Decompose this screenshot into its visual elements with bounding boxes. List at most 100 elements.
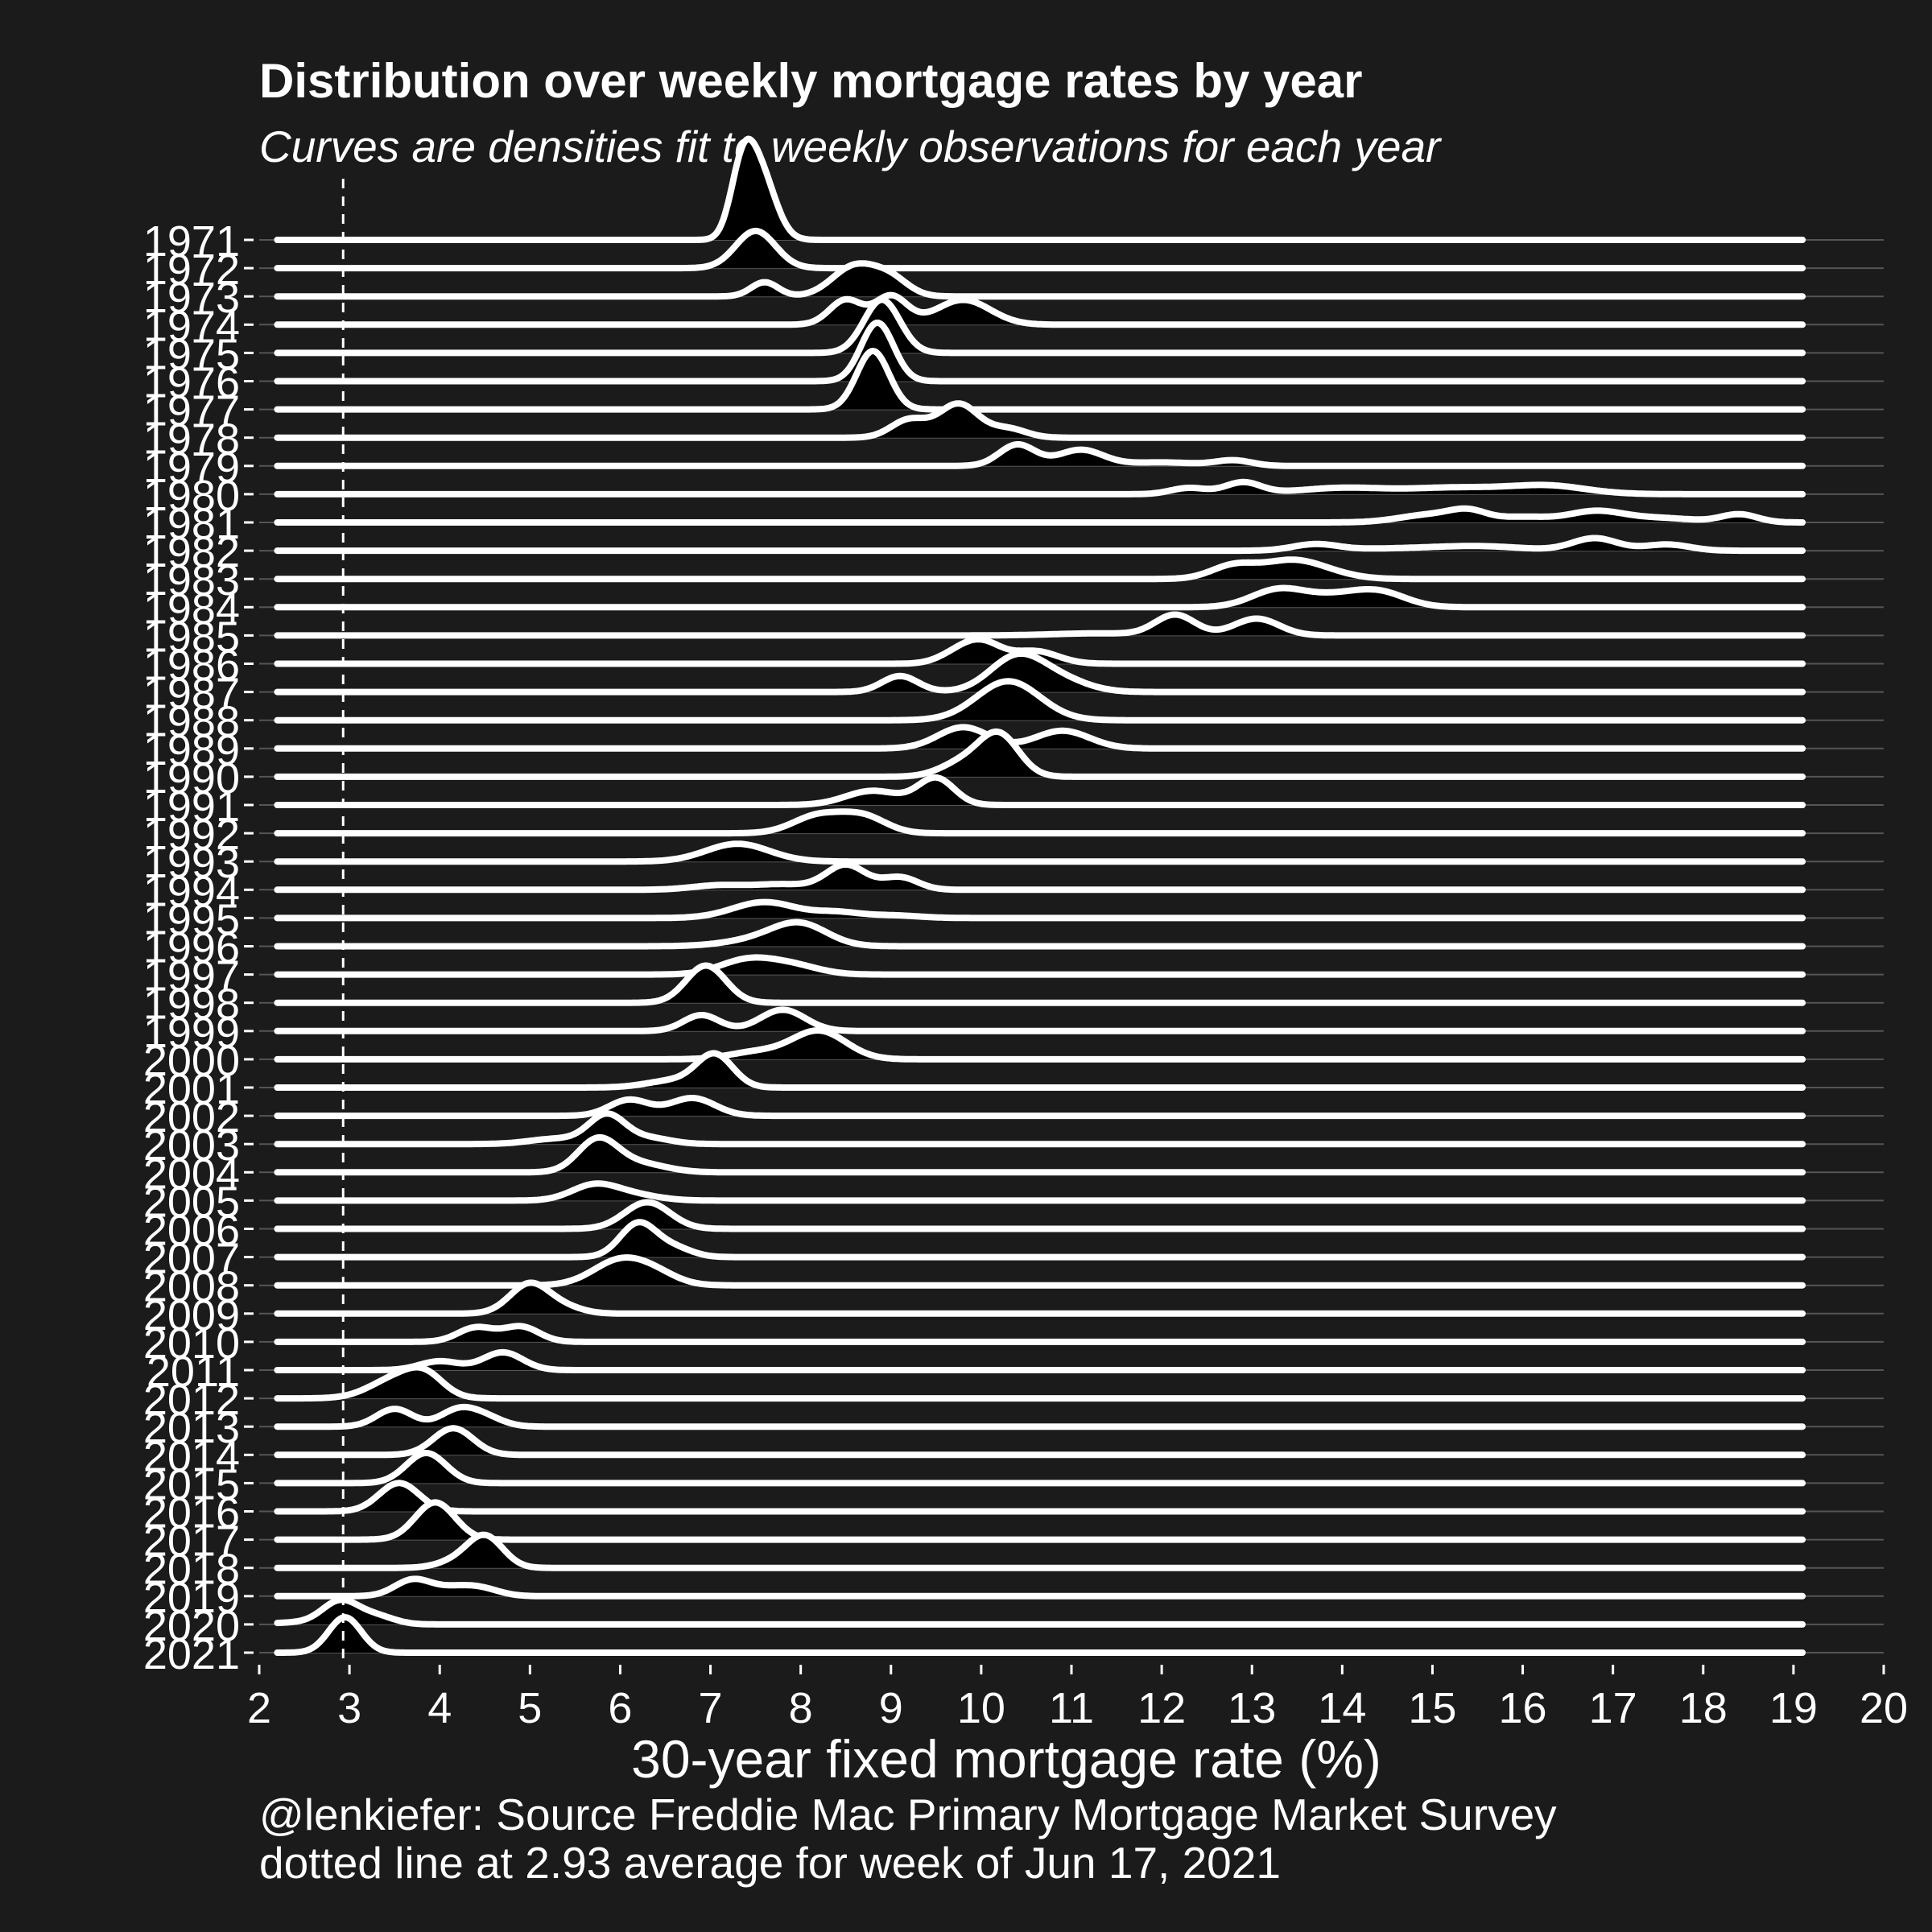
ridge-line-1976 (274, 320, 1806, 385)
ridge-line-2003 (274, 1110, 1806, 1148)
ridge-line-1986 (274, 636, 1806, 667)
ridge-fill-1996 (277, 922, 1803, 947)
year-label-1997: 1997 (143, 952, 240, 1001)
year-label-1989: 1989 (143, 726, 240, 774)
x-tick-label-9: 9 (879, 1684, 903, 1732)
year-label-1984: 1984 (143, 584, 240, 633)
x-tick-label-15: 15 (1408, 1684, 1456, 1732)
ridge-line-1977 (274, 348, 1806, 413)
year-label-1994: 1994 (143, 867, 240, 915)
ridge-line-1983 (274, 556, 1806, 583)
ridge-fill-1994 (277, 864, 1803, 890)
ridge-line-2001 (274, 1050, 1806, 1091)
caption-note: dotted line at 2.93 average for week of … (259, 1838, 1281, 1888)
x-axis-title: 30-year fixed mortgage rate (%) (631, 1729, 1381, 1789)
ridge-line-1972 (274, 227, 1806, 272)
ridge-fill-2016 (277, 1483, 1803, 1512)
ridge-fill-2013 (277, 1406, 1803, 1427)
ridge-line-2011 (274, 1348, 1806, 1373)
x-tick-label-14: 14 (1318, 1684, 1366, 1732)
year-label-1978: 1978 (143, 415, 240, 464)
ridge-fill-1992 (277, 811, 1803, 834)
ridge-line-1984 (274, 584, 1806, 611)
ridge-line-1988 (274, 678, 1806, 724)
x-tick-label-18: 18 (1679, 1684, 1728, 1732)
x-tick-label-16: 16 (1499, 1684, 1547, 1732)
ridge-fill-2005 (277, 1183, 1803, 1201)
x-axis: 2 3 4 5 6 7 8 9 10 11 12 13 14 15 16 17 18 19 20 (247, 1665, 1908, 1732)
year-label-1991: 1991 (143, 782, 240, 831)
ridge-line-1998 (274, 962, 1806, 1006)
x-tick-label-6: 6 (608, 1684, 632, 1732)
ridge-line-2007 (274, 1219, 1806, 1261)
ridge-line-2013 (274, 1403, 1806, 1430)
year-label-2012: 2012 (143, 1376, 240, 1424)
year-label-2021: 2021 (143, 1630, 240, 1678)
year-label-2011: 2011 (147, 1348, 240, 1396)
year-label-1986: 1986 (143, 642, 240, 690)
ridge-line-1971 (274, 135, 1806, 243)
year-label-1992: 1992 (143, 811, 240, 859)
ridge-line-1992 (274, 808, 1806, 837)
ridge-fill-1991 (277, 777, 1803, 805)
ridge-line-2008 (274, 1254, 1806, 1289)
x-tick-label-12: 12 (1137, 1684, 1186, 1732)
year-label-1982: 1982 (143, 528, 240, 576)
ridge-line-2004 (274, 1133, 1806, 1176)
ridge-line-2019 (274, 1575, 1806, 1600)
year-label-1999: 1999 (143, 1009, 240, 1057)
ridge-fill-1972 (277, 230, 1803, 269)
year-label-1995: 1995 (143, 895, 240, 943)
year-label-1987: 1987 (143, 670, 240, 718)
x-tick-label-4: 4 (427, 1684, 452, 1732)
year-label-2007: 2007 (143, 1235, 240, 1283)
year-label-2004: 2004 (143, 1150, 240, 1198)
ridge-fill-1981 (277, 508, 1803, 522)
year-label-1985: 1985 (143, 613, 240, 661)
x-tick-label-19: 19 (1769, 1684, 1818, 1732)
ridge-line-2015 (274, 1450, 1806, 1487)
year-label-2014: 2014 (143, 1432, 240, 1480)
year-label-2010: 2010 (143, 1319, 240, 1368)
x-tick-label-13: 13 (1228, 1684, 1276, 1732)
ridge-fill-2002 (277, 1098, 1803, 1117)
year-label-1981: 1981 (143, 500, 240, 548)
year-label-2019: 2019 (143, 1574, 240, 1622)
ridge-line-1975 (274, 296, 1806, 357)
year-label-1993: 1993 (143, 839, 240, 887)
x-tick-label-8: 8 (789, 1684, 813, 1732)
chart-subtitle: Curves are densities fit to weekly obser… (259, 122, 1441, 171)
ridge-line-1994 (274, 861, 1806, 894)
year-label-1980: 1980 (143, 472, 240, 520)
x-tick-label-5: 5 (518, 1684, 542, 1732)
ridge-line-2017 (274, 1499, 1806, 1543)
caption-source: @lenkiefer: Source Freddie Mac Primary M… (259, 1790, 1557, 1839)
ridge-fill-1987 (277, 653, 1803, 692)
year-label-2001: 2001 (143, 1065, 240, 1113)
year-label-2020: 2020 (143, 1602, 240, 1650)
year-label-2013: 2013 (143, 1404, 240, 1452)
ridge-line-1974 (274, 291, 1806, 328)
year-label-2008: 2008 (143, 1263, 240, 1311)
ridge-fill-2006 (277, 1202, 1803, 1229)
x-tick-label-2: 2 (247, 1684, 271, 1732)
ridge-line-1981 (274, 505, 1806, 526)
ridge-line-1989 (274, 724, 1806, 752)
x-tick-label-7: 7 (699, 1684, 723, 1732)
ridge-fill-2007 (277, 1222, 1803, 1257)
year-label-1972: 1972 (143, 246, 240, 294)
ridge-line-1999 (274, 1006, 1806, 1034)
ridge-line-2000 (274, 1027, 1806, 1063)
x-tick-label-10: 10 (957, 1684, 1005, 1732)
year-label-2003: 2003 (143, 1121, 240, 1170)
year-label-1975: 1975 (143, 330, 240, 378)
ridge-line-1996 (274, 919, 1806, 950)
ridge-line-2005 (274, 1180, 1806, 1204)
year-label-2015: 2015 (143, 1460, 240, 1509)
ridge-fill-2019 (277, 1579, 1803, 1596)
ridge-line-2010 (274, 1323, 1806, 1345)
year-label-2006: 2006 (143, 1207, 240, 1255)
ridge-line-1980 (274, 478, 1806, 497)
ridge-line-1979 (274, 441, 1806, 469)
